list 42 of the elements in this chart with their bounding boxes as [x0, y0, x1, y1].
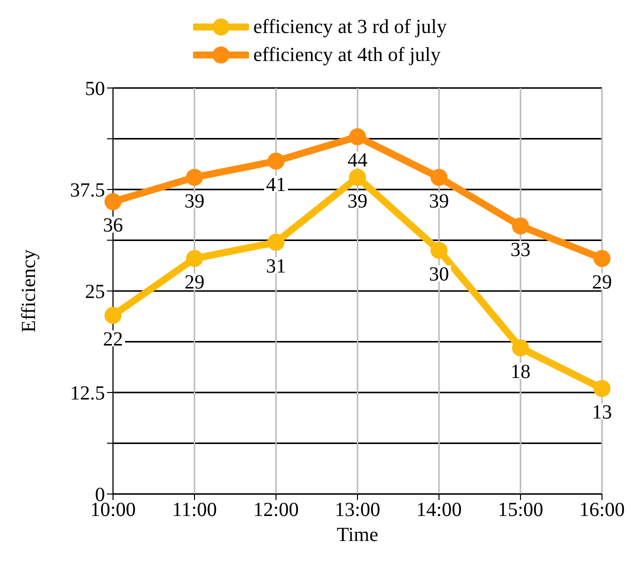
data-label: 36: [103, 214, 123, 237]
data-label: 13: [592, 401, 612, 424]
data-label: 31: [266, 255, 286, 278]
point: [104, 306, 122, 324]
data-label: 18: [510, 360, 530, 383]
data-label: 41: [266, 174, 286, 196]
data-label: 30: [429, 263, 449, 286]
x-tick-label: 14:00: [416, 499, 462, 522]
data-label: 39: [348, 190, 368, 212]
y-tick-label: 50: [85, 78, 105, 100]
y-tick-label: 37.5: [70, 180, 105, 202]
point: [268, 152, 284, 170]
x-tick-label: 13:00: [334, 499, 380, 522]
data-label: 22: [103, 328, 123, 350]
point: [186, 250, 203, 268]
legend-label: efficiency at 3 rd of july: [253, 15, 447, 40]
legend-label: efficiency at 4th of july: [253, 43, 441, 68]
data-label: 29: [184, 272, 204, 294]
point: [186, 168, 203, 186]
x-tick-label: 12:00: [253, 499, 299, 522]
point: [594, 380, 610, 397]
x-tick-label: 11:00: [172, 499, 217, 522]
point: [349, 128, 366, 146]
data-label: 39: [429, 190, 449, 212]
data-label: 29: [592, 272, 612, 294]
point: [349, 168, 366, 186]
point: [104, 193, 122, 210]
x-axis-title: Time: [336, 524, 378, 546]
point: [594, 250, 610, 268]
x-tick-label: 16:00: [579, 499, 625, 522]
data-label: 39: [184, 190, 204, 212]
y-axis-title: Efficiency: [18, 250, 40, 332]
point: [268, 234, 284, 251]
point: [512, 339, 529, 356]
data-label: 33: [510, 239, 530, 262]
data-label: 44: [348, 150, 368, 172]
point: [430, 242, 448, 259]
point: [512, 218, 529, 235]
point: [430, 168, 448, 186]
y-tick-label: 25: [85, 281, 105, 304]
x-tick-label: 15:00: [498, 499, 544, 522]
y-tick-label: 12.5: [70, 382, 105, 405]
